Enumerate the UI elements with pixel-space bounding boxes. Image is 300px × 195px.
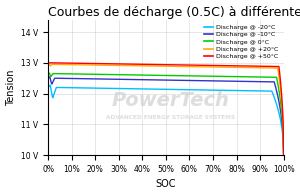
Discharge @ -10°C [48,76,51,78]
Discharge @ -20°C [160,88,164,90]
Discharge @ +50°C [174,64,177,66]
Discharge @ +20°C [240,66,243,69]
Discharge @ -20°C [174,88,178,91]
Discharge @ -10°C [174,79,178,82]
Line: Discharge @ 0°C: Discharge @ 0°C [48,73,284,155]
Discharge @ -10°C [46,77,50,79]
Text: ADVANCED ENERGY STORAGE SYSTEMS: ADVANCED ENERGY STORAGE SYSTEMS [106,115,235,120]
Discharge @ 0°C [282,154,285,156]
Discharge @ +50°C [276,65,280,68]
Discharge @ +20°C [159,65,162,67]
Line: Discharge @ -20°C: Discharge @ -20°C [48,85,284,155]
Discharge @ +20°C [187,66,190,68]
X-axis label: SOC: SOC [156,179,176,190]
Discharge @ 0°C [187,75,190,77]
Discharge @ 0°C [277,86,280,89]
Discharge @ +50°C [187,64,190,66]
Discharge @ +50°C [239,65,243,67]
Discharge @ +20°C [282,154,285,156]
Discharge @ -10°C [187,79,190,82]
Discharge @ -10°C [159,79,162,81]
Line: Discharge @ +50°C: Discharge @ +50°C [48,63,284,155]
Discharge @ -10°C [277,98,280,100]
Discharge @ +20°C [277,72,280,74]
Y-axis label: Tension: Tension [6,69,16,106]
Discharge @ +20°C [47,63,51,65]
Discharge @ 0°C [174,74,178,77]
Discharge @ 0°C [47,72,51,74]
Discharge @ +50°C [160,63,163,66]
Discharge @ +50°C [158,63,162,66]
Discharge @ -10°C [240,80,243,82]
Discharge @ -20°C [48,84,52,86]
Discharge @ -20°C [277,110,280,112]
Discharge @ -20°C [46,86,50,89]
Discharge @ +50°C [46,62,50,64]
Discharge @ +50°C [282,154,285,156]
Discharge @ -10°C [282,154,285,156]
Discharge @ +20°C [46,63,50,66]
Text: PowerTech: PowerTech [112,91,230,111]
Discharge @ -20°C [282,154,285,156]
Discharge @ +20°C [160,65,164,67]
Text: Courbes de décharge (0.5C) à différentes températures: Courbes de décharge (0.5C) à différentes… [48,5,300,19]
Discharge @ -20°C [187,89,190,91]
Discharge @ -10°C [160,79,164,81]
Discharge @ 0°C [46,72,50,75]
Discharge @ 0°C [160,74,164,77]
Discharge @ -20°C [159,88,162,90]
Legend: Discharge @ -20°C, Discharge @ -10°C, Discharge @ 0°C, Discharge @ +20°C, Discha: Discharge @ -20°C, Discharge @ -10°C, Di… [202,23,280,61]
Line: Discharge @ +20°C: Discharge @ +20°C [48,64,284,155]
Discharge @ -20°C [240,90,243,92]
Discharge @ 0°C [240,75,243,78]
Line: Discharge @ -10°C: Discharge @ -10°C [48,77,284,155]
Discharge @ +20°C [174,65,178,67]
Discharge @ 0°C [159,74,162,76]
